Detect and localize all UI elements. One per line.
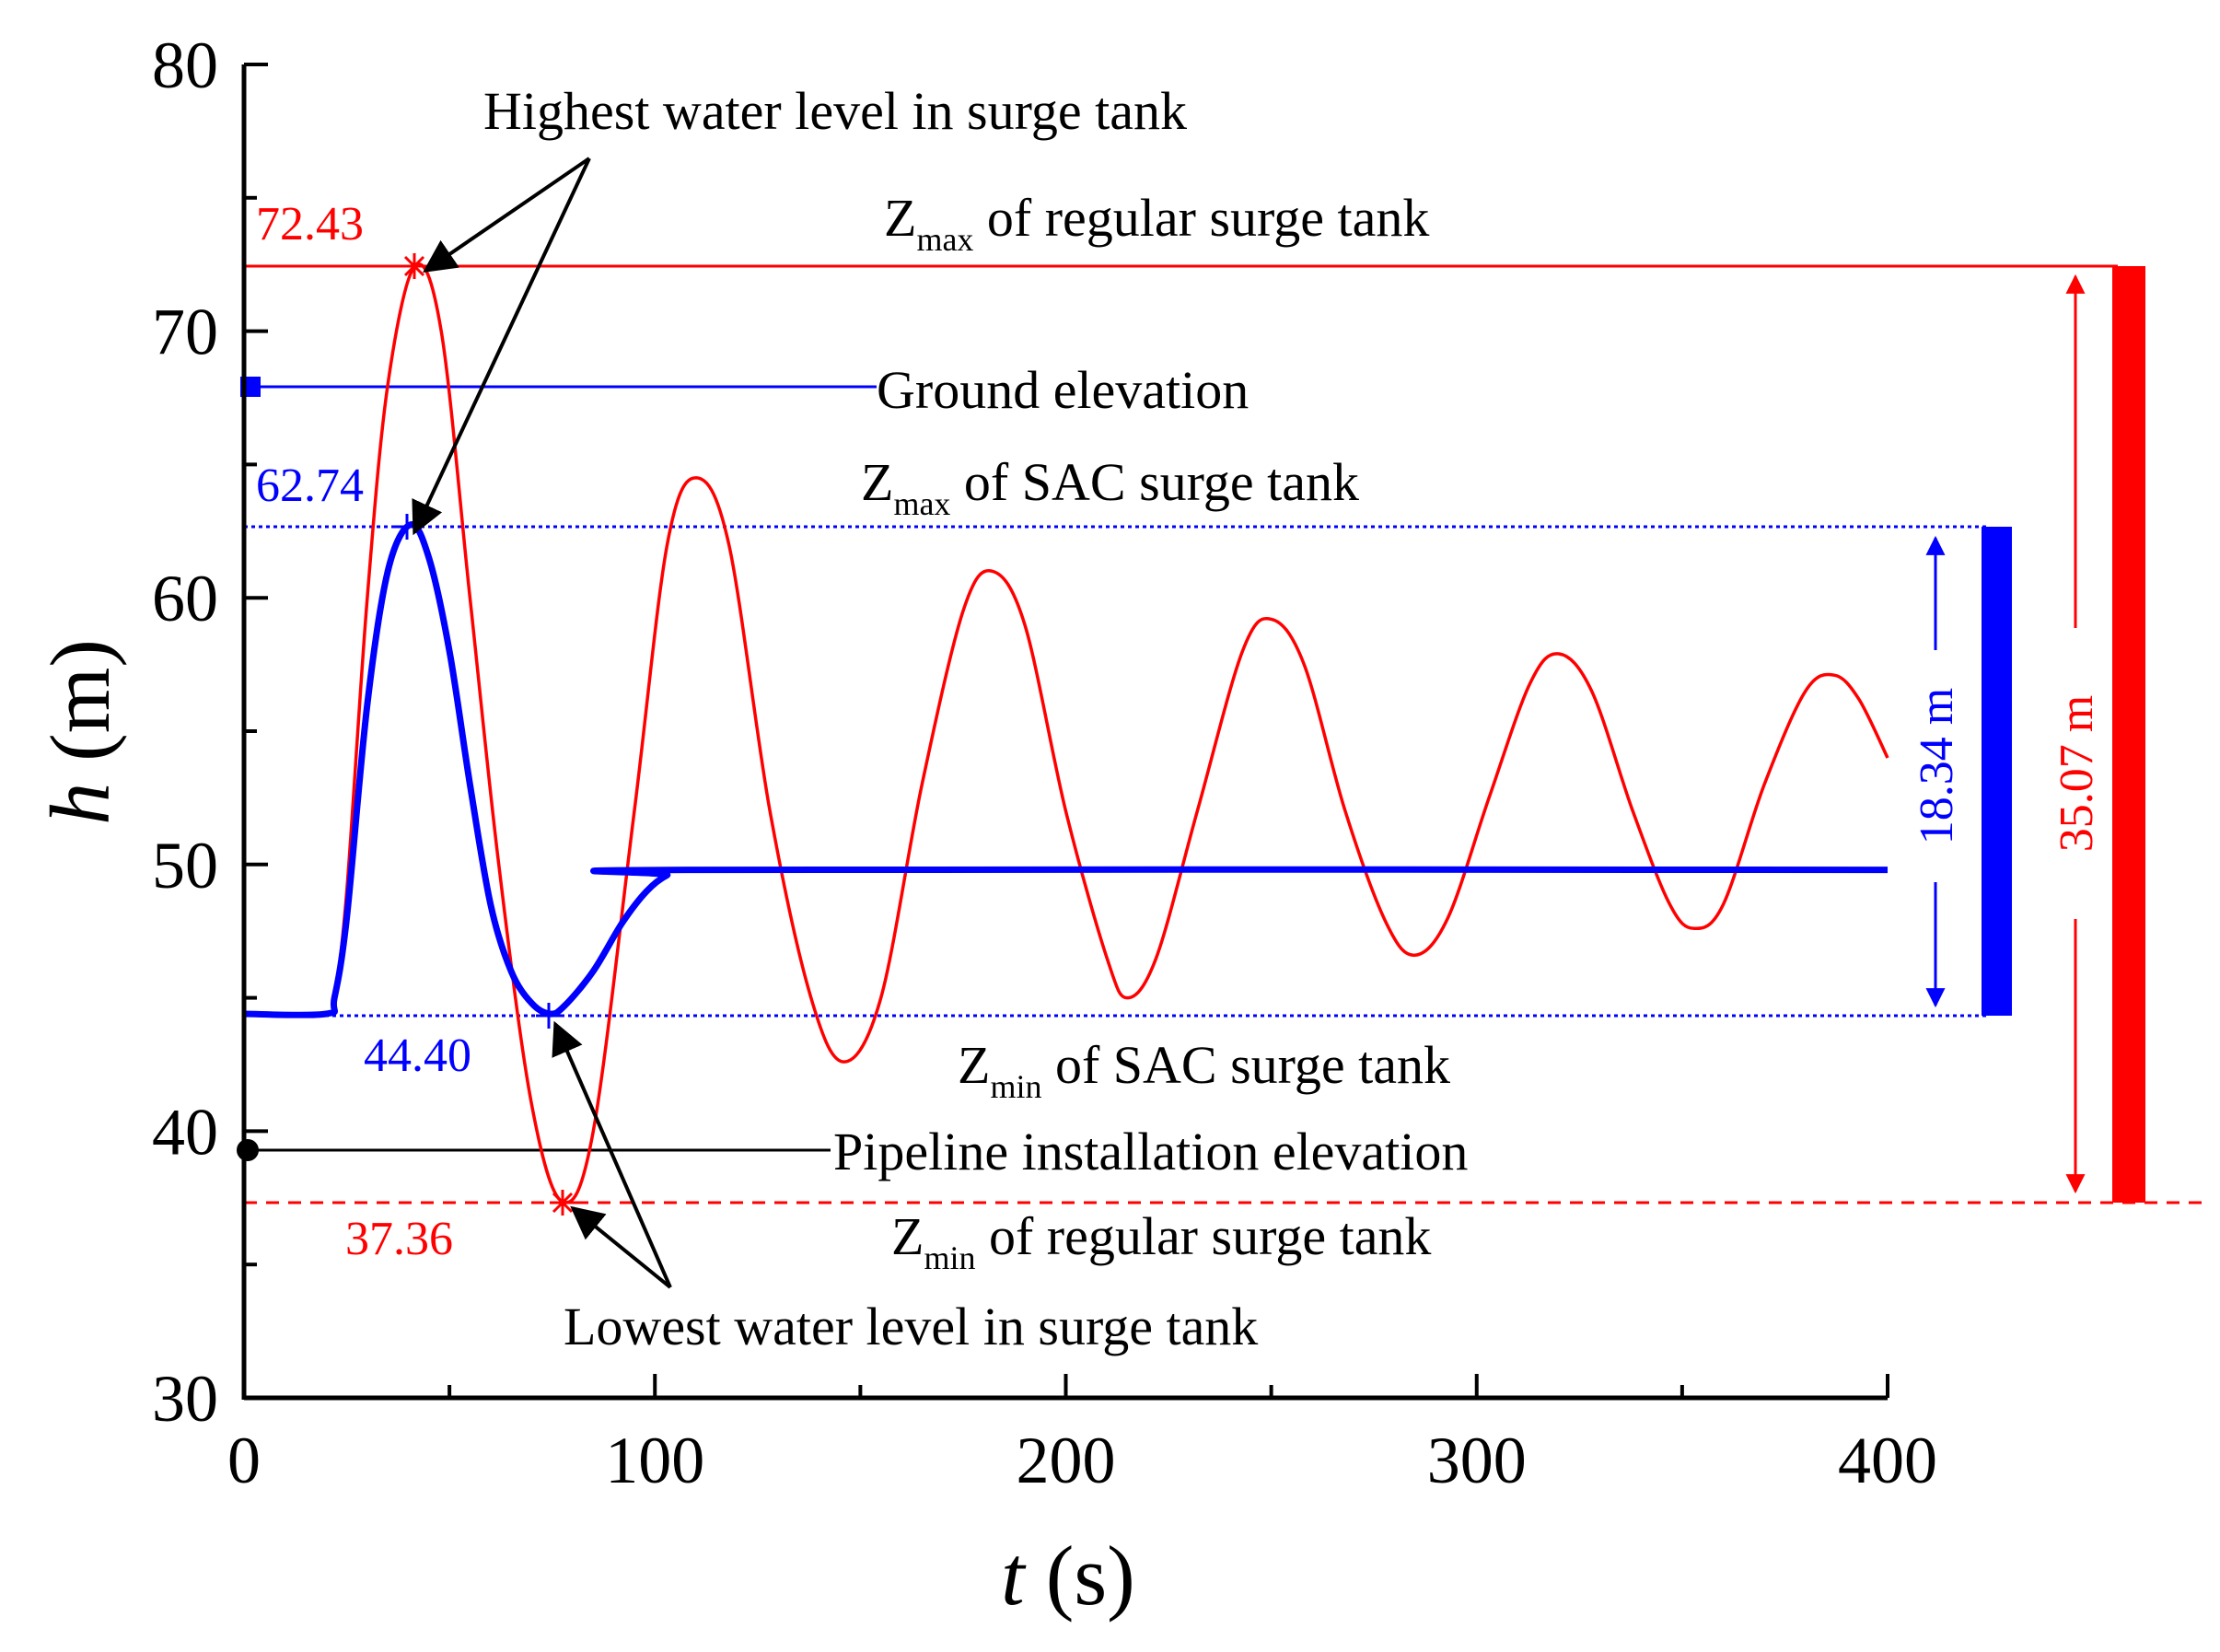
label-zmin-regular: Zmin of regular surge tank — [891, 1206, 1431, 1276]
label-pipeline-elevation: Pipeline installation elevation — [833, 1122, 1468, 1181]
x-tick-label-200: 200 — [1017, 1424, 1116, 1497]
arrow-lowest-sac — [552, 1020, 672, 1288]
label-ground-elevation: Ground elevation — [877, 360, 1249, 420]
label-zmax-sac: Zmax of SAC surge tank — [861, 452, 1359, 522]
y-axis-title: h (m) — [33, 639, 127, 825]
range-bar-regular — [2112, 266, 2145, 1203]
x-tick-label-0: 0 — [227, 1424, 261, 1497]
x-tick-label-100: 100 — [605, 1424, 704, 1497]
range-bar-sac — [1982, 527, 2012, 1016]
label-zmax-regular: Zmax of regular surge tank — [884, 188, 1429, 258]
y-tick-label-80: 80 — [152, 29, 218, 102]
marker-sac-min — [536, 1003, 562, 1029]
label-highest-water-level: Highest water level in surge tank — [483, 81, 1187, 141]
arrow-lowest-regular — [570, 1205, 672, 1289]
y-tick-label-60: 60 — [152, 562, 218, 635]
x-tick-label-400: 400 — [1838, 1424, 1937, 1497]
arrow-highest-regular — [423, 157, 591, 273]
pipeline-elevation-marker — [237, 1139, 259, 1161]
series-sac-surge-tank — [243, 521, 1889, 1018]
marker-regular-max — [401, 253, 427, 279]
marker-regular-min — [550, 1190, 575, 1216]
y-tick-label-50: 50 — [152, 829, 218, 902]
y-tick-label-70: 70 — [152, 296, 218, 369]
value-label-44-40: 44.40 — [364, 1030, 471, 1082]
value-label-62-74: 62.74 — [256, 460, 364, 512]
y-tick-label-40: 40 — [152, 1095, 218, 1169]
x-axis-title: t (s) — [1001, 1529, 1135, 1623]
label-lowest-water-level: Lowest water level in surge tank — [564, 1297, 1258, 1356]
range-label-regular: 35.07 m — [2051, 695, 2103, 852]
y-tick-label-30: 30 — [152, 1362, 218, 1436]
x-tick-label-300: 300 — [1427, 1424, 1527, 1497]
range-label-sac: 18.34 m — [1911, 688, 1963, 844]
arrow-highest-sac — [412, 157, 591, 536]
series-regular-surge-tank — [243, 262, 1889, 1204]
value-label-37-36: 37.36 — [345, 1213, 453, 1265]
label-zmin-sac: Zmin of SAC surge tank — [958, 1035, 1450, 1105]
value-label-72-43: 72.43 — [256, 198, 364, 250]
